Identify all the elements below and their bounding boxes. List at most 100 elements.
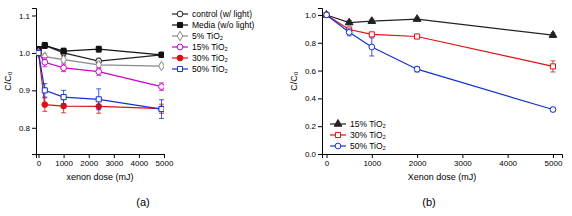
series [324, 12, 556, 112]
plot-marks [36, 42, 164, 118]
legend-marker [177, 31, 182, 40]
error-bar [96, 46, 101, 52]
error-bar [42, 98, 47, 111]
point [550, 107, 556, 113]
point [96, 97, 101, 102]
series-line [327, 15, 553, 66]
point [42, 102, 48, 108]
point [415, 34, 420, 39]
y-tick: 0.2 [305, 122, 322, 131]
point [368, 17, 376, 24]
x-tick-mark [462, 154, 463, 158]
point [61, 65, 67, 71]
error-bar [36, 51, 41, 55]
point [42, 43, 47, 48]
x-tick-mark [64, 154, 65, 158]
legend-marker [177, 66, 182, 71]
y-tick-label: 0.9 [19, 86, 31, 95]
x-tick-label: 0 [325, 159, 330, 168]
y-axis-title: C/C₀ [289, 71, 299, 90]
x-axis-title: Xenon dose (mJ) [408, 172, 477, 182]
legend-entry: Media (w/o light) [172, 20, 255, 30]
y-tick-label: 0.8 [19, 124, 31, 133]
x-tick-mark [114, 154, 115, 158]
series [36, 48, 164, 71]
point [369, 44, 375, 50]
x-tick-mark [327, 154, 328, 158]
panel-title: (a) [136, 196, 149, 208]
y-tick-mark [32, 90, 36, 91]
y-tick: 1.0 [19, 49, 36, 58]
point [61, 95, 66, 100]
x-axis-line [323, 155, 563, 159]
y-tick-mark [318, 43, 322, 44]
y-axis: 0.00.20.40.60.81.0 [305, 9, 323, 160]
point [61, 49, 66, 54]
point [413, 15, 421, 22]
x-tick-mark [39, 154, 40, 158]
y-tick-mark [318, 154, 322, 155]
series [36, 50, 164, 113]
series [324, 12, 556, 72]
y-axis-line [318, 9, 323, 155]
point [159, 52, 164, 58]
x-tick-label: 1000 [363, 159, 381, 168]
point [323, 10, 331, 17]
error-bar [42, 58, 47, 67]
legend-entry: 5% TiO₂ [172, 31, 223, 41]
panel: 0100020003000400050000.00.20.40.60.81.0X… [289, 9, 563, 209]
series [36, 42, 164, 57]
x-tick: 3000 [105, 154, 123, 168]
x-tick: 5000 [545, 154, 563, 168]
y-tick-label: 0.4 [305, 94, 317, 103]
x-tick-mark [417, 154, 418, 158]
chart-container: 0100020003000400050000.80.91.01.1xenon d… [0, 0, 572, 216]
x-tick-label: 3000 [105, 159, 123, 168]
x-tick: 4000 [499, 154, 517, 168]
x-tick-mark [553, 154, 554, 158]
series [36, 50, 164, 90]
y-tick: 0.4 [305, 94, 322, 103]
error-bar [96, 89, 101, 110]
legend-entry: 50% TiO₂ [330, 141, 386, 151]
legend-entry: 15% TiO₂ [330, 119, 386, 129]
error-bar [42, 42, 47, 48]
chart-svg: 0100020003000400050000.80.91.01.1xenon d… [0, 0, 572, 216]
legend-label: control (w/ light) [192, 9, 252, 19]
x-tick-mark [89, 154, 90, 158]
legend: 15% TiO₂30% TiO₂50% TiO₂ [330, 119, 386, 151]
point [369, 32, 374, 37]
error-bar [159, 100, 164, 119]
y-axis-line [32, 9, 37, 155]
point [345, 18, 353, 25]
error-bar [61, 90, 66, 103]
y-tick-label: 1.0 [305, 11, 317, 20]
x-tick-label: 5000 [156, 159, 174, 168]
error-bar [415, 34, 420, 38]
plot-marks [323, 10, 557, 112]
x-tick: 2000 [80, 154, 98, 168]
x-tick-label: 1000 [55, 159, 73, 168]
legend-marker [177, 55, 183, 61]
x-axis: 010002000300040005000 [37, 154, 174, 168]
point [42, 43, 48, 49]
x-tick: 5000 [156, 154, 174, 168]
y-tick: 1.0 [305, 11, 322, 20]
y-tick: 0.6 [305, 67, 322, 76]
error-bar [36, 51, 41, 55]
y-tick: 0.9 [19, 86, 36, 95]
error-bar [61, 64, 66, 71]
y-tick-label: 0.6 [305, 67, 317, 76]
point [159, 52, 164, 57]
legend-marker [334, 120, 342, 127]
x-tick-label: 5000 [545, 159, 563, 168]
point [96, 69, 102, 75]
x-tick: 1000 [55, 154, 73, 168]
legend-label: 50% TiO₂ [192, 64, 228, 74]
series-line [39, 53, 162, 109]
legend-entry: control (w/ light) [172, 9, 252, 19]
series-line [327, 15, 553, 110]
y-tick: 0.8 [19, 124, 36, 133]
y-tick-mark [32, 128, 36, 129]
x-tick-mark [139, 154, 140, 158]
